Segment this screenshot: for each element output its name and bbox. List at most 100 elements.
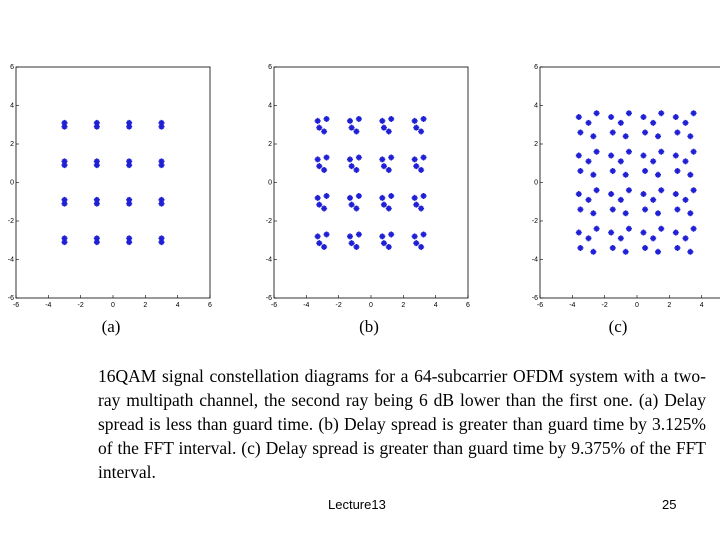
point <box>658 148 665 155</box>
point <box>323 154 330 161</box>
point <box>585 235 592 242</box>
point <box>687 133 694 140</box>
point <box>640 229 647 236</box>
point <box>348 163 355 170</box>
point <box>385 243 392 250</box>
point <box>617 158 624 165</box>
subplot-label: (a) <box>102 317 121 336</box>
point <box>590 133 597 140</box>
point <box>577 167 584 174</box>
y-tick-label: -4 <box>266 256 272 263</box>
point <box>355 192 362 199</box>
point <box>158 235 165 242</box>
x-tick-label: -6 <box>13 302 19 309</box>
x-tick-label: 6 <box>466 302 470 309</box>
point <box>625 225 632 232</box>
point <box>411 194 418 201</box>
point <box>321 205 328 212</box>
point <box>622 133 629 140</box>
subplot-label: (c) <box>609 317 628 336</box>
point <box>658 110 665 117</box>
y-tick-label: -4 <box>532 256 538 263</box>
point <box>61 196 68 203</box>
point <box>608 152 615 159</box>
point <box>380 240 387 247</box>
y-tick-label: -6 <box>266 295 272 302</box>
point <box>411 117 418 124</box>
x-tick-label: -2 <box>78 302 84 309</box>
point <box>346 233 353 240</box>
point <box>93 235 100 242</box>
point <box>622 210 629 217</box>
point <box>353 128 360 135</box>
y-tick-label: 4 <box>268 102 272 109</box>
point <box>158 123 165 130</box>
point <box>608 229 615 236</box>
point <box>93 239 100 246</box>
point <box>61 200 68 207</box>
point <box>682 119 689 126</box>
point <box>126 119 133 126</box>
y-tick-label: 6 <box>534 64 538 71</box>
point <box>388 115 395 122</box>
point <box>348 124 355 131</box>
x-tick-label: 4 <box>176 302 180 309</box>
point <box>61 158 68 165</box>
point <box>622 171 629 178</box>
subplot-label: (b) <box>359 317 379 336</box>
point <box>126 200 133 207</box>
point <box>625 148 632 155</box>
point <box>158 119 165 126</box>
point <box>158 239 165 246</box>
point <box>158 158 165 165</box>
point <box>642 167 649 174</box>
point <box>158 200 165 207</box>
point <box>575 191 582 198</box>
point <box>321 128 328 135</box>
point <box>355 115 362 122</box>
point <box>93 123 100 130</box>
y-tick-label: 4 <box>10 102 14 109</box>
point <box>690 187 697 194</box>
point <box>420 231 427 238</box>
point <box>640 191 647 198</box>
point <box>672 191 679 198</box>
point <box>577 244 584 251</box>
point <box>682 158 689 165</box>
point <box>316 124 323 131</box>
point <box>346 156 353 163</box>
point <box>413 201 420 208</box>
point <box>385 166 392 173</box>
point <box>687 210 694 217</box>
point <box>672 152 679 159</box>
point <box>655 248 662 255</box>
point <box>355 154 362 161</box>
point <box>674 167 681 174</box>
point <box>608 114 615 121</box>
point <box>61 123 68 130</box>
point <box>650 196 657 203</box>
point <box>379 233 386 240</box>
point <box>593 225 600 232</box>
point <box>577 206 584 213</box>
point <box>93 162 100 169</box>
point <box>418 205 425 212</box>
point <box>418 128 425 135</box>
point <box>126 239 133 246</box>
point <box>314 117 321 124</box>
x-tick-label: -2 <box>602 302 608 309</box>
point <box>126 123 133 130</box>
point <box>93 119 100 126</box>
y-tick-label: 6 <box>10 64 14 71</box>
point <box>650 235 657 242</box>
point <box>346 117 353 124</box>
point <box>690 225 697 232</box>
point <box>93 158 100 165</box>
y-tick-label: 0 <box>10 179 14 186</box>
y-tick-label: -6 <box>532 295 538 302</box>
x-tick-label: 6 <box>208 302 212 309</box>
x-tick-label: 2 <box>143 302 147 309</box>
point <box>380 201 387 208</box>
point <box>577 129 584 136</box>
point <box>640 114 647 121</box>
